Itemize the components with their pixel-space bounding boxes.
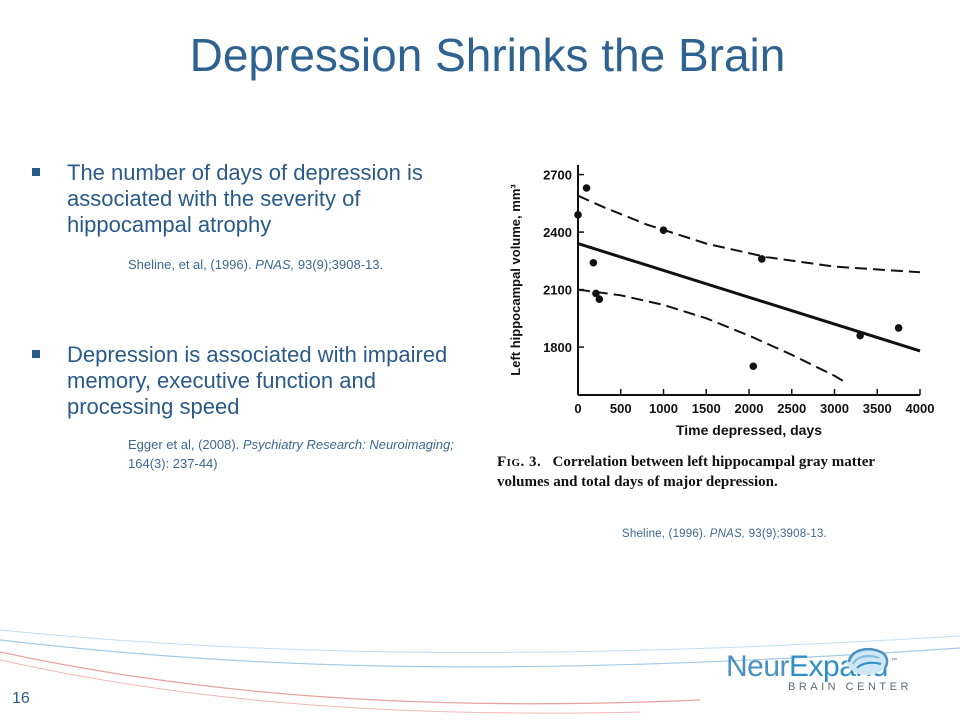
x-axis-label: Time depressed, days	[676, 422, 822, 438]
citation-details: 93(9);3908-13.	[294, 257, 384, 272]
citation-journal: PNAS,	[709, 528, 746, 540]
x-tick-label: 4000	[906, 401, 935, 416]
x-tick-label: 1000	[649, 401, 678, 416]
data-point	[582, 184, 591, 192]
data-point	[592, 289, 600, 298]
citation-details: 93(9);3908-13.	[745, 528, 827, 540]
figure-source-citation: Sheline, (1996). PNAS, 93(9);3908-13.	[622, 528, 827, 540]
bullet-text: Depression is associated with impaired m…	[67, 342, 448, 419]
x-tick-label: 2000	[735, 401, 764, 416]
brain-logo-icon	[847, 648, 889, 675]
data-point	[595, 295, 604, 303]
logo-trademark: ™	[891, 658, 897, 664]
logo-tagline: BRAIN CENTER	[788, 681, 912, 693]
x-tick-label: 0	[574, 401, 581, 416]
x-tick-label: 2500	[777, 401, 806, 416]
data-point	[856, 331, 864, 340]
logo-part-neur: Neur	[726, 650, 790, 683]
data-point	[894, 324, 903, 332]
figure-caption: Fig. 3. Correlation between left hippoca…	[497, 452, 917, 492]
confidence-band-upper	[577, 194, 921, 274]
figure-number: Fig. 3.	[497, 454, 542, 470]
citation-authors: Sheline, (1996).	[622, 528, 710, 540]
citation-details: 164(3): 237-44)	[128, 456, 218, 471]
citation-journal: PNAS,	[255, 257, 295, 272]
citation-authors: Egger et al, (2008).	[128, 437, 243, 452]
y-axis-label: Left hippocampal volume, mm³	[508, 184, 523, 376]
y-tick-label: 2400	[543, 225, 572, 240]
data-point	[758, 255, 766, 263]
citation-authors: Sheline, et al, (1996).	[128, 257, 256, 272]
page-number: 16	[12, 690, 30, 707]
slide-title: Depression Shrinks the Brain	[189, 29, 786, 81]
bullet-days-depression: The number of days of depression is asso…	[32, 160, 472, 238]
data-point	[589, 258, 598, 267]
square-bullet-icon	[32, 350, 40, 358]
square-bullet-icon	[32, 168, 40, 176]
bullet-text: The number of days of depression is asso…	[67, 160, 423, 237]
confidence-band-lower	[577, 288, 848, 385]
y-tick-label: 2100	[543, 283, 572, 298]
citation-sheline: Sheline, et al, (1996). PNAS, 93(9);3908…	[128, 255, 458, 274]
x-tick-label: 1500	[692, 401, 721, 416]
data-point	[659, 226, 668, 234]
x-tick-label: 3000	[820, 401, 849, 416]
y-tick-label: 1800	[543, 340, 572, 355]
figure-caption-text: Correlation between left hippocampal gra…	[497, 454, 875, 490]
data-point	[749, 362, 758, 371]
data-point	[574, 211, 582, 219]
citation-journal: Psychiatry Research: Neuroimaging;	[242, 437, 454, 452]
x-tick-label: 500	[610, 401, 632, 416]
citation-egger: Egger et al, (2008). Psychiatry Research…	[128, 435, 458, 473]
bullet-impaired-memory: Depression is associated with impaired m…	[32, 342, 472, 420]
decorative-swoosh-lines	[0, 629, 960, 714]
hippocampal-volume-scatter-chart: 0 500 1000 1500 2000 2500 3000 3500 4000 1800 2100…	[508, 165, 935, 438]
y-tick-label: 2700	[543, 168, 572, 183]
regression-line	[577, 242, 921, 353]
x-tick-label: 3500	[863, 401, 892, 416]
